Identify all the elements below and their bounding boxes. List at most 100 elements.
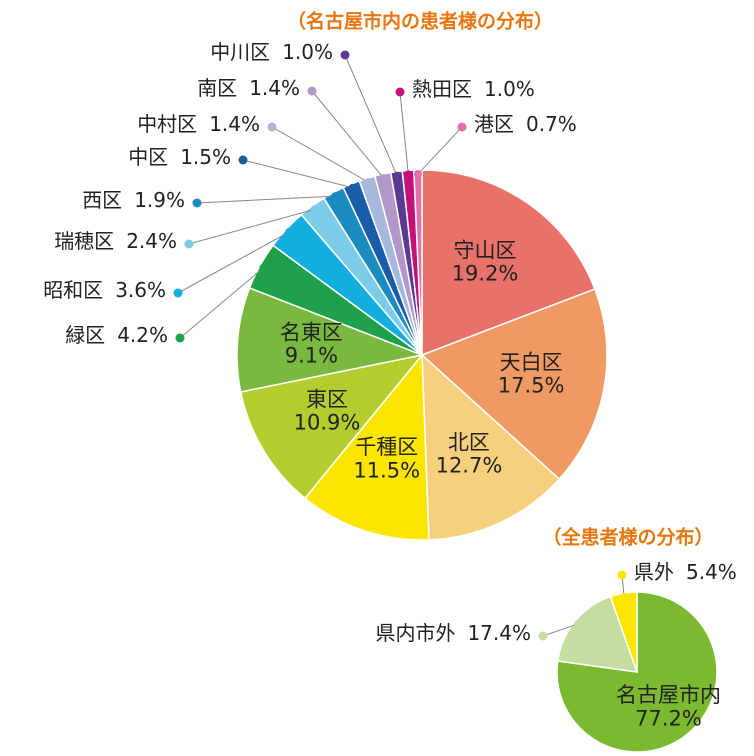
slice-category: 天白区 [500, 350, 563, 374]
leader-line [188, 208, 315, 245]
leader-dot [414, 170, 423, 179]
slice-category: 県内市外 [375, 621, 455, 645]
slice-category: 港区 [474, 112, 514, 136]
label-dot [395, 87, 405, 97]
slice-category: 南区 [197, 76, 237, 100]
slice-label: 中川区 1.0% [210, 40, 333, 64]
slice-label: 瑞穂区 2.4% [54, 229, 177, 253]
pie-slice [421, 353, 561, 541]
slice-value-label: 3.6% [115, 278, 166, 302]
slice-category: 名東区 [280, 321, 343, 345]
slice-value-label: 11.5% [353, 458, 420, 482]
label-dot [173, 288, 183, 298]
leader-dot [620, 593, 629, 602]
slice-label: 昭和区 3.6% [43, 278, 166, 302]
leader-line [542, 623, 579, 637]
slice-value-label: 2.4% [126, 229, 177, 253]
slice-label: 県内市外 17.4% [375, 621, 531, 645]
leader-line [196, 195, 336, 204]
leader-line [311, 90, 385, 179]
leader-line [177, 231, 290, 294]
slice-category: 中川区 [210, 40, 270, 64]
slice-label: 名東区 9.1% [280, 321, 343, 368]
label-dot [184, 239, 194, 249]
pie-slice [236, 287, 425, 393]
slice-label: 天白区 17.5% [498, 350, 565, 397]
leader-line [417, 126, 463, 175]
slice-category: 県外 [634, 560, 674, 584]
slice-category: 千種区 [355, 435, 418, 459]
slice-value-label: 10.9% [294, 411, 361, 435]
leader-dot [574, 619, 583, 628]
slice-label: 南区 1.4% [197, 76, 300, 100]
slice-category: 西区 [82, 188, 122, 212]
slice-label: 東区 10.9% [294, 387, 361, 434]
leader-line [271, 126, 369, 183]
leader-dot [348, 183, 357, 192]
leader-line [399, 91, 409, 175]
slice-label: 県外 5.4% [634, 560, 737, 584]
slice-label: 西区 1.9% [82, 188, 185, 212]
slice-value-label: 19.2% [452, 262, 519, 286]
slice-value-label: 0.7% [526, 112, 577, 136]
pie-slice [239, 353, 424, 500]
label-dot [617, 570, 627, 580]
pie-slice [420, 288, 608, 481]
slice-label: 守山区 19.2% [452, 239, 519, 286]
leader-dot [379, 174, 388, 183]
slice-value-label: 1.0% [282, 40, 333, 64]
slice-value-label: 9.1% [285, 344, 338, 368]
slice-category: 中村区 [137, 112, 197, 136]
slice-value-label: 12.7% [436, 454, 503, 478]
slice-value-label: 17.5% [498, 374, 565, 398]
slice-label: 北区 12.7% [436, 431, 503, 478]
pie-slice [303, 352, 430, 541]
slice-value-label: 1.5% [180, 145, 231, 169]
slice-category: 瑞穂区 [54, 229, 114, 253]
slice-label: 緑区 4.2% [65, 323, 168, 347]
label-dot [307, 86, 317, 96]
slice-value-label: 17.4% [467, 621, 531, 645]
label-dot [175, 333, 185, 343]
slice-label: 千種区 11.5% [353, 435, 420, 482]
slice-value-label: 5.4% [686, 560, 737, 584]
label-dot [538, 631, 548, 641]
slice-category: 東区 [306, 387, 348, 411]
slice-category: 緑区 [65, 323, 105, 347]
slice-category: 守山区 [453, 239, 516, 263]
slice-label: 熱田区 1.0% [412, 77, 535, 101]
leader-line [242, 159, 353, 189]
leader-dot [404, 170, 413, 179]
label-dot [192, 198, 202, 208]
leader-dot [285, 227, 294, 236]
slice-value-label: 4.2% [117, 323, 168, 347]
chart-title: （名古屋市内の患者様の分布） [287, 10, 553, 33]
slice-value-label: 77.2% [635, 706, 702, 730]
leader-line [179, 267, 264, 339]
slice-value-label: 1.9% [134, 188, 185, 212]
pie-slice [421, 169, 596, 357]
slice-category: 名古屋市内 [616, 683, 721, 707]
chart-title: （全患者様の分布） [542, 526, 713, 549]
slice-category: 熱田区 [412, 77, 472, 101]
slice-label: 港区 0.7% [474, 112, 577, 136]
slice-label: 名古屋市内 77.2% [616, 683, 721, 730]
leader-dot [259, 263, 268, 272]
slice-value-label: 1.4% [209, 112, 260, 136]
leader-dot [310, 205, 319, 214]
slice-label: 中区 1.5% [128, 145, 231, 169]
leader-dot [364, 178, 373, 187]
leader-dot [331, 192, 340, 201]
slice-category: 昭和区 [43, 278, 103, 302]
slice-label: 中村区 1.4% [137, 112, 260, 136]
label-dot [457, 122, 467, 132]
slice-value-label: 1.4% [249, 76, 300, 100]
label-dot [267, 122, 277, 132]
label-dot [238, 155, 248, 165]
slice-value-label: 1.0% [484, 77, 535, 101]
slice-category: 北区 [448, 431, 490, 455]
leader-line [344, 54, 398, 176]
label-dot [340, 50, 350, 60]
slice-category: 中区 [128, 145, 168, 169]
